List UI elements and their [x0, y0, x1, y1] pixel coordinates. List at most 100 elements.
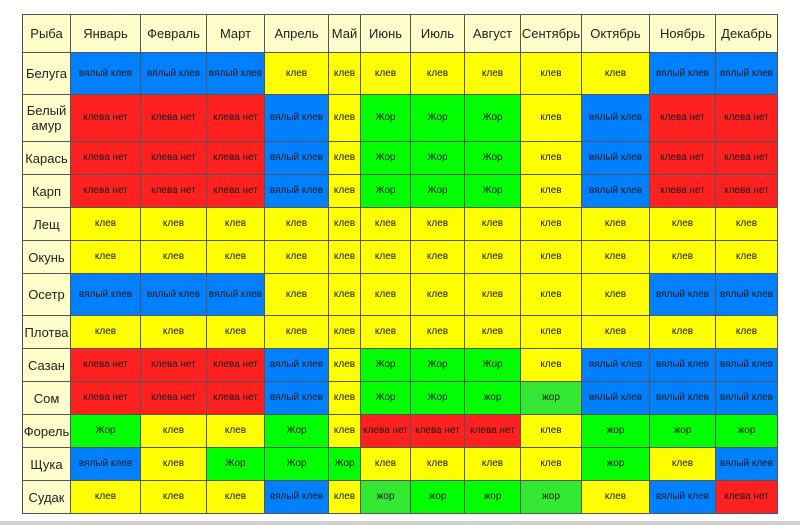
- bite-status-cell: клев: [464, 447, 521, 481]
- table-row: Белуга вялый клев вялый клев вялый клев клев…: [22, 52, 778, 95]
- bite-status-cell: вялый клев: [206, 273, 265, 316]
- bite-status-cell: клева нет: [70, 174, 141, 208]
- bite-status-cell: клев: [520, 273, 582, 316]
- bite-status-cell: жор: [520, 480, 582, 514]
- bite-status-cell: клев: [520, 174, 582, 208]
- bite-status-cell: вялый клев: [264, 480, 329, 514]
- bite-status-cell: клев: [410, 447, 465, 481]
- bite-status-cell: жор: [464, 381, 521, 415]
- table-row: Плотва клев клев клев клев клев клев клев клев кл…: [22, 315, 778, 349]
- bite-status-cell: клев: [70, 207, 141, 241]
- bite-status-cell: клева нет: [206, 348, 265, 382]
- bite-status-cell: вялый клев: [581, 174, 650, 208]
- bite-status-cell: клев: [206, 315, 265, 349]
- bite-status-cell: клев: [328, 240, 361, 274]
- bite-status-cell: клев: [70, 240, 141, 274]
- bite-status-cell: Жор: [410, 174, 465, 208]
- bite-status-cell: вялый клев: [140, 52, 207, 95]
- bite-status-cell: клев: [360, 207, 411, 241]
- bite-status-cell: вялый клев: [264, 94, 329, 142]
- bite-status-cell: клев: [264, 207, 329, 241]
- bite-status-cell: клев: [264, 273, 329, 316]
- bite-status-cell: клев: [70, 480, 141, 514]
- bite-status-cell: Жор: [464, 348, 521, 382]
- bite-status-cell: клев: [520, 414, 582, 448]
- bite-status-cell: клев: [581, 273, 650, 316]
- table-header: Рыба Январь Февраль Март Апрель Май Июнь Июль Ав…: [22, 14, 778, 53]
- bite-status-cell: клев: [360, 315, 411, 349]
- column-header-fish: Рыба: [22, 14, 71, 53]
- bite-status-cell: вялый клев: [581, 94, 650, 142]
- bite-status-cell: Жор: [410, 141, 465, 175]
- bite-status-cell: клев: [464, 273, 521, 316]
- bite-status-cell: жор: [520, 381, 582, 415]
- bite-status-cell: клева нет: [649, 174, 716, 208]
- bite-status-cell: вялый клев: [715, 273, 778, 316]
- bite-status-cell: клева нет: [649, 94, 716, 142]
- bite-status-cell: Жор: [360, 348, 411, 382]
- bite-status-cell: клев: [264, 240, 329, 274]
- bite-status-cell: клева нет: [140, 141, 207, 175]
- bite-status-cell: клева нет: [360, 414, 411, 448]
- column-header-month: Февраль: [140, 14, 207, 53]
- bite-status-cell: клев: [328, 315, 361, 349]
- bite-status-cell: клев: [464, 240, 521, 274]
- bite-status-cell: клев: [360, 447, 411, 481]
- bite-status-cell: клев: [520, 207, 582, 241]
- bite-status-cell: вялый клев: [140, 273, 207, 316]
- table-row: Карп клева нет клева нет клева нет вялый кле…: [22, 174, 778, 208]
- column-header-month: Август: [464, 14, 521, 53]
- bite-status-cell: клев: [649, 207, 716, 241]
- bite-status-cell: клев: [140, 207, 207, 241]
- fish-name-cell: Осетр: [22, 273, 71, 316]
- bite-status-cell: клев: [328, 414, 361, 448]
- bite-status-cell: клев: [140, 447, 207, 481]
- fish-name-cell: Карась: [22, 141, 71, 175]
- bite-status-cell: клев: [520, 94, 582, 142]
- fish-name-cell: Щука: [22, 447, 71, 481]
- table-row: Карась клева нет клева нет клева нет вялый к…: [22, 141, 778, 175]
- bite-status-cell: вялый клев: [581, 348, 650, 382]
- bite-status-cell: вялый клев: [581, 141, 650, 175]
- bite-status-cell: клев: [328, 52, 361, 95]
- bite-status-cell: клев: [464, 315, 521, 349]
- window-bottom-edge: [0, 521, 800, 525]
- bite-status-cell: вялый клев: [649, 348, 716, 382]
- bite-status-cell: клев: [520, 240, 582, 274]
- bite-status-cell: клев: [328, 348, 361, 382]
- fish-bite-calendar: Рыба Январь Февраль Март Апрель Май Июнь Июль Ав…: [22, 14, 778, 514]
- fish-name-cell: Сом: [22, 381, 71, 415]
- table-row: Сазан клева нет клева нет клева нет вялый кл…: [22, 348, 778, 382]
- bite-status-cell: клев: [520, 52, 582, 95]
- bite-status-cell: клева нет: [70, 348, 141, 382]
- bite-status-cell: Жор: [464, 141, 521, 175]
- bite-status-cell: вялый клев: [70, 52, 141, 95]
- bite-status-cell: клев: [520, 348, 582, 382]
- bite-status-cell: клева нет: [206, 174, 265, 208]
- bite-status-cell: клева нет: [464, 414, 521, 448]
- bite-status-cell: клев: [410, 240, 465, 274]
- bite-status-cell: клева нет: [715, 94, 778, 142]
- bite-status-cell: клев: [360, 240, 411, 274]
- bite-status-cell: клев: [410, 273, 465, 316]
- table-row: Белый амур клева нет клева нет клева нет вял…: [22, 94, 778, 142]
- bite-status-cell: Жор: [264, 447, 329, 481]
- bite-status-cell: жор: [581, 414, 650, 448]
- table-row: Окунь клев клев клев клев клев клев клев клев кле…: [22, 240, 778, 274]
- bite-status-cell: вялый клев: [581, 381, 650, 415]
- column-header-month: Сентябрь: [520, 14, 582, 53]
- bite-status-cell: клев: [520, 141, 582, 175]
- table-row: Осетр вялый клев вялый клев вялый клев клев к…: [22, 273, 778, 316]
- bite-status-cell: клев: [715, 315, 778, 349]
- bite-table: Рыба Январь Февраль Март Апрель Май Июнь Июль Ав…: [22, 14, 778, 514]
- bite-status-cell: клева нет: [70, 381, 141, 415]
- fish-name-cell: Белуга: [22, 52, 71, 95]
- bite-status-cell: клев: [328, 207, 361, 241]
- bite-status-cell: вялый клев: [264, 381, 329, 415]
- bite-status-cell: клев: [140, 480, 207, 514]
- bite-status-cell: клев: [140, 414, 207, 448]
- fish-name-cell: Лещ: [22, 207, 71, 241]
- bite-status-cell: клев: [649, 315, 716, 349]
- bite-status-cell: вялый клев: [715, 381, 778, 415]
- bite-status-cell: вялый клев: [70, 273, 141, 316]
